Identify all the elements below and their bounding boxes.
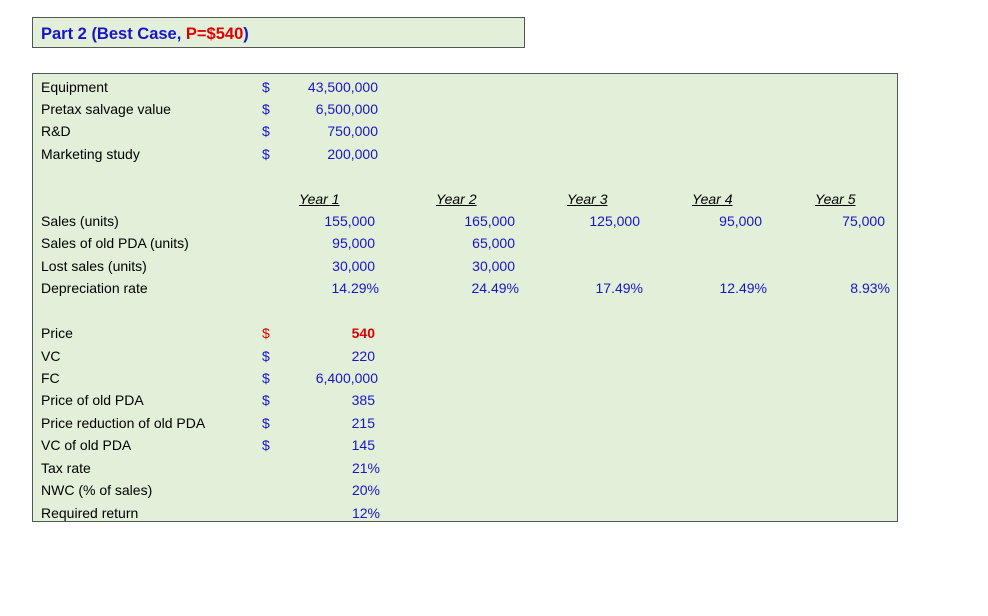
cost-value: 6,500,000 xyxy=(315,101,378,117)
currency-symbol: $ xyxy=(262,101,270,117)
cost-label: Marketing study xyxy=(41,146,140,162)
cell-value: 155,000 xyxy=(324,213,375,229)
cell-value: 125,000 xyxy=(589,213,640,229)
currency-symbol: $ xyxy=(262,392,270,408)
param-value: 385 xyxy=(351,392,375,408)
param-label: VC of old PDA xyxy=(41,437,132,453)
currency-symbol: $ xyxy=(262,370,270,386)
cell-value: 95,000 xyxy=(332,235,375,251)
cost-value: 43,500,000 xyxy=(307,79,378,95)
cost-value: 750,000 xyxy=(327,123,378,139)
currency-symbol: $ xyxy=(262,415,270,431)
currency-symbol: $ xyxy=(262,123,270,139)
section-title-box: Part 2 (Best Case, P=$540) xyxy=(32,17,525,48)
cell-value: 30,000 xyxy=(332,258,375,274)
cell-value: 12.49% xyxy=(719,280,767,296)
year-header: Year 4 xyxy=(692,191,733,207)
param-label: Required return xyxy=(41,505,139,521)
param-label: Price xyxy=(41,325,73,341)
param-label: Price reduction of old PDA xyxy=(41,415,206,431)
cell-value: 95,000 xyxy=(719,213,762,229)
title-close: ) xyxy=(243,25,249,43)
param-value: 6,400,000 xyxy=(315,370,378,386)
cell-value: 30,000 xyxy=(472,258,515,274)
param-value: 215 xyxy=(351,415,375,431)
cell-value: 165,000 xyxy=(464,213,515,229)
param-label: NWC (% of sales) xyxy=(41,482,153,498)
inputs-panel: Equipment $ 43,500,000 Pretax salvage va… xyxy=(32,73,898,522)
cell-value: 65,000 xyxy=(472,235,515,251)
currency-symbol: $ xyxy=(262,348,270,364)
cost-label: Pretax salvage value xyxy=(41,101,171,117)
param-value: 145 xyxy=(351,437,375,453)
currency-symbol: $ xyxy=(262,325,270,341)
year-header: Year 5 xyxy=(815,191,856,207)
row-label: Depreciation rate xyxy=(41,280,148,296)
title-price: P=$540 xyxy=(185,25,244,43)
param-label: VC xyxy=(41,348,61,364)
currency-symbol: $ xyxy=(262,79,270,95)
row-label: Lost sales (units) xyxy=(41,258,147,274)
row-label: Sales of old PDA (units) xyxy=(41,235,189,251)
title-part: Part 2 (Best Case, xyxy=(41,25,186,43)
cell-value: 24.49% xyxy=(471,280,519,296)
currency-symbol: $ xyxy=(262,437,270,453)
cell-value: 17.49% xyxy=(595,280,643,296)
currency-symbol: $ xyxy=(262,146,270,162)
param-value: 12% xyxy=(351,505,380,521)
cell-value: 8.93% xyxy=(850,280,890,296)
param-label: Tax rate xyxy=(41,460,91,476)
row-label: Sales (units) xyxy=(41,213,119,229)
param-value: 20% xyxy=(351,482,380,498)
param-label: Price of old PDA xyxy=(41,392,144,408)
param-value: 21% xyxy=(351,460,380,476)
price-value: 540 xyxy=(351,325,375,341)
cell-value: 75,000 xyxy=(842,213,885,229)
cost-value: 200,000 xyxy=(327,146,378,162)
year-header: Year 3 xyxy=(567,191,608,207)
year-header: Year 2 xyxy=(436,191,477,207)
cell-value: 14.29% xyxy=(331,280,379,296)
param-value: 220 xyxy=(351,348,375,364)
cost-label: R&D xyxy=(41,123,71,139)
cost-label: Equipment xyxy=(41,79,108,95)
section-title: Part 2 (Best Case, P=$540) xyxy=(41,25,249,44)
param-label: FC xyxy=(41,370,60,386)
year-header: Year 1 xyxy=(299,191,340,207)
